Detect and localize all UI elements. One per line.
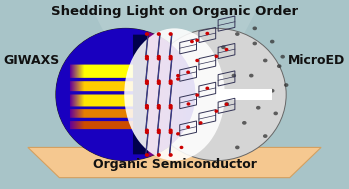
- Ellipse shape: [263, 59, 268, 62]
- Ellipse shape: [190, 40, 194, 43]
- Ellipse shape: [225, 102, 229, 106]
- Ellipse shape: [232, 74, 236, 77]
- Ellipse shape: [256, 106, 260, 110]
- Ellipse shape: [169, 81, 173, 85]
- Ellipse shape: [199, 121, 202, 125]
- Ellipse shape: [180, 146, 184, 149]
- Ellipse shape: [186, 125, 190, 129]
- Ellipse shape: [195, 93, 199, 97]
- Ellipse shape: [157, 32, 161, 36]
- Ellipse shape: [145, 55, 149, 59]
- Ellipse shape: [157, 129, 161, 132]
- Ellipse shape: [145, 57, 149, 60]
- Polygon shape: [87, 0, 262, 166]
- Ellipse shape: [145, 32, 149, 36]
- Polygon shape: [28, 147, 321, 178]
- Ellipse shape: [235, 146, 239, 149]
- Ellipse shape: [56, 28, 195, 161]
- Ellipse shape: [157, 57, 161, 60]
- Ellipse shape: [147, 28, 286, 161]
- Ellipse shape: [176, 74, 180, 77]
- Ellipse shape: [145, 104, 149, 108]
- Ellipse shape: [284, 83, 288, 87]
- Ellipse shape: [186, 70, 190, 74]
- Ellipse shape: [270, 89, 275, 93]
- Ellipse shape: [157, 104, 161, 108]
- Ellipse shape: [145, 79, 149, 83]
- Ellipse shape: [157, 106, 161, 110]
- Ellipse shape: [225, 48, 228, 51]
- Ellipse shape: [169, 55, 173, 59]
- Ellipse shape: [252, 26, 257, 30]
- Ellipse shape: [169, 106, 173, 110]
- Ellipse shape: [157, 130, 161, 134]
- Ellipse shape: [225, 103, 228, 106]
- Ellipse shape: [124, 28, 225, 161]
- Bar: [216, 89, 272, 100]
- Ellipse shape: [169, 104, 173, 108]
- Ellipse shape: [235, 32, 239, 36]
- Ellipse shape: [145, 106, 149, 110]
- Ellipse shape: [221, 45, 225, 49]
- Ellipse shape: [145, 129, 149, 132]
- Ellipse shape: [169, 129, 173, 132]
- Ellipse shape: [169, 130, 173, 134]
- Ellipse shape: [169, 153, 173, 157]
- Ellipse shape: [206, 32, 209, 35]
- Ellipse shape: [145, 130, 149, 134]
- Ellipse shape: [145, 81, 149, 85]
- Ellipse shape: [249, 74, 253, 77]
- Ellipse shape: [195, 59, 199, 62]
- Ellipse shape: [169, 57, 173, 60]
- Ellipse shape: [242, 121, 246, 125]
- Ellipse shape: [280, 55, 285, 59]
- Ellipse shape: [277, 64, 281, 68]
- Ellipse shape: [274, 112, 278, 115]
- Ellipse shape: [157, 153, 161, 157]
- Ellipse shape: [176, 132, 180, 136]
- Ellipse shape: [157, 55, 161, 59]
- Text: Shedding Light on Organic Order: Shedding Light on Organic Order: [51, 5, 298, 18]
- Ellipse shape: [157, 81, 161, 85]
- Ellipse shape: [169, 32, 173, 36]
- Text: Organic Semiconductor: Organic Semiconductor: [92, 158, 257, 171]
- Ellipse shape: [157, 79, 161, 83]
- Ellipse shape: [214, 55, 218, 58]
- Ellipse shape: [206, 87, 209, 90]
- Text: MicroED: MicroED: [288, 54, 346, 67]
- Ellipse shape: [195, 39, 199, 42]
- Ellipse shape: [263, 134, 268, 138]
- Ellipse shape: [270, 40, 275, 43]
- Ellipse shape: [145, 153, 149, 157]
- Ellipse shape: [186, 102, 191, 106]
- Ellipse shape: [169, 79, 173, 83]
- Ellipse shape: [214, 109, 218, 113]
- Ellipse shape: [176, 77, 180, 81]
- Ellipse shape: [252, 42, 257, 45]
- Text: GIWAXS: GIWAXS: [3, 54, 60, 67]
